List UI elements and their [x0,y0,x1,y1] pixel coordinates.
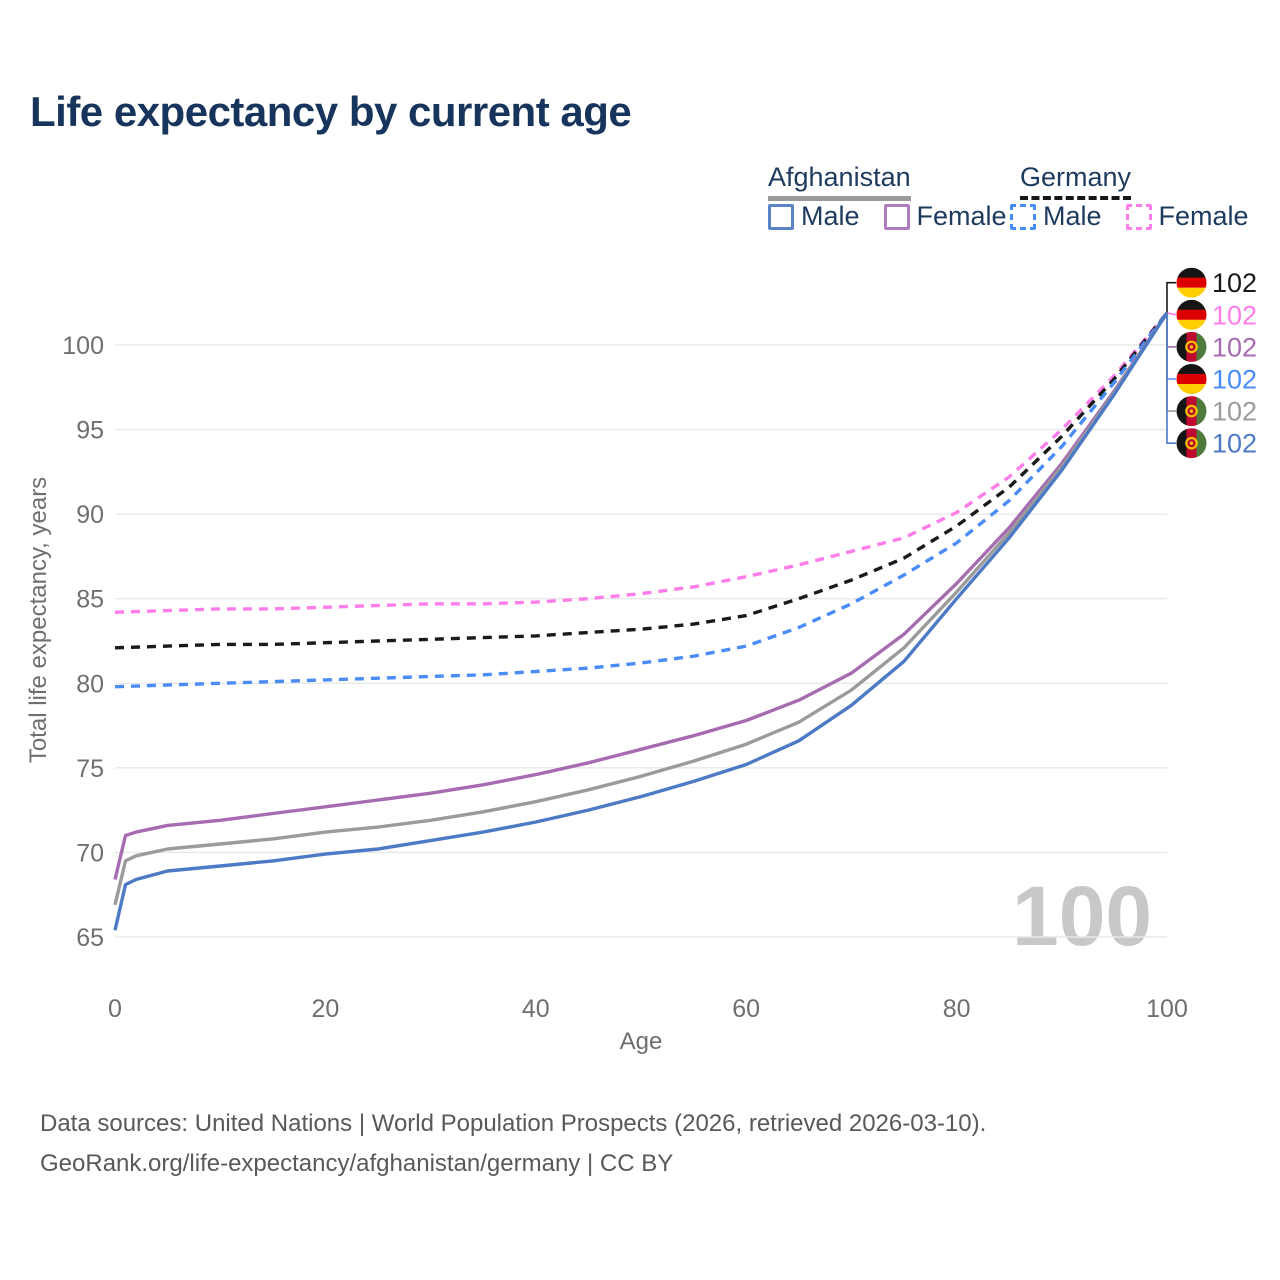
afghanistan-female-swatch-icon [883,203,910,230]
end-label-connector-afghanistan-total [1166,312,1176,412]
x-tick-label: 100 [1146,995,1188,1023]
end-value-label-afghanistan-female: 102 [1212,332,1257,362]
afghanistan-emblem [1185,436,1198,450]
y-tick-label: 85 [76,586,104,614]
y-tick-label: 70 [76,839,104,867]
end-value-label-germany-male: 102 [1212,365,1257,395]
end-label-connector-germany-female [1166,312,1177,316]
data-sources-line: Data sources: United Nations | World Pop… [40,1110,987,1137]
y-tick-label: 100 [62,332,104,360]
legend-germany-female-label: Female [1158,201,1249,231]
series-line-germany-total [114,311,1169,650]
gridlines [115,344,1167,938]
legend-afghanistan-header-total-line[interactable]: Afghanistan [768,162,911,201]
series-line-afghanistan-total [113,311,1169,906]
legend-germany-items: Male Female [1010,201,1249,232]
end-label-connector-afghanistan-male [1166,312,1176,444]
series-lines [113,311,1169,931]
legend-afghanistan-female[interactable]: Female [883,201,1007,232]
germany-flag-icon [1176,364,1207,394]
y-tick-label: 80 [76,670,104,698]
end-value-label-afghanistan-total: 102 [1212,397,1257,427]
x-tick-label: 60 [732,995,760,1023]
x-axis-title: Age [620,1028,663,1055]
x-tick-label: 0 [108,995,122,1023]
legend-afghanistan-male[interactable]: Male [768,201,860,232]
legend-afghanistan-items: Male Female [768,201,1007,232]
series-line-germany-female [114,311,1169,614]
end-label-connector-afghanistan-female [1166,312,1176,348]
legend-afghanistan-female-label: Female [916,201,1007,231]
series-line-afghanistan-male [113,311,1169,931]
afghanistan-male-swatch-icon [768,203,794,230]
series-line-germany-male [114,311,1169,689]
axis-labels: 100 95 90 85 80 75 70 65 0 20 40 60 80 100 Age Total li… [25,332,1188,1055]
series-line-afghanistan-female [113,311,1169,880]
x-tick-label: 80 [943,995,971,1023]
end-value-label-germany-female: 102 [1212,300,1257,330]
legend-germany-male-label: Male [1043,201,1102,231]
y-axis-title: Total life expectancy, years [25,477,52,763]
germany-male-swatch-icon [1010,203,1036,230]
afghanistan-emblem [1185,404,1198,418]
y-tick-label: 65 [76,924,104,952]
germany-flag-icon [1176,267,1207,298]
legend-germany-male[interactable]: Male [1010,201,1102,232]
source-footer: Data sources: United Nations | World Pop… [40,1104,986,1184]
afghanistan-flag-icon [1176,331,1207,362]
end-label-connector-germany-male [1166,312,1176,380]
y-tick-label: 75 [76,755,104,783]
current-age-watermark: 100 [1012,869,1153,963]
x-tick-label: 40 [522,995,550,1023]
germany-female-swatch-icon [1125,203,1152,230]
end-value-label-afghanistan-male: 102 [1212,429,1257,459]
germany-flag-icon [1176,299,1207,330]
georank-url-line: GeoRank.org/life-expectancy/afghanistan/… [40,1150,674,1177]
x-tick-label: 20 [311,995,339,1023]
afghanistan-flag-icon [1176,396,1207,427]
legend-germany-female[interactable]: Female [1125,201,1249,232]
y-tick-label: 95 [76,417,104,445]
end-value-label-germany-total: 102 [1212,268,1257,298]
y-tick-label: 90 [76,501,104,529]
page-title: Life expectancy by current age [30,88,632,135]
afghanistan-emblem [1185,340,1198,354]
end-label-connector-germany-total [1166,281,1176,313]
afghanistan-flag-icon [1176,428,1207,459]
legend-afghanistan-male-label: Male [801,201,860,231]
legend-germany-header-total-line[interactable]: Germany [1020,162,1132,200]
